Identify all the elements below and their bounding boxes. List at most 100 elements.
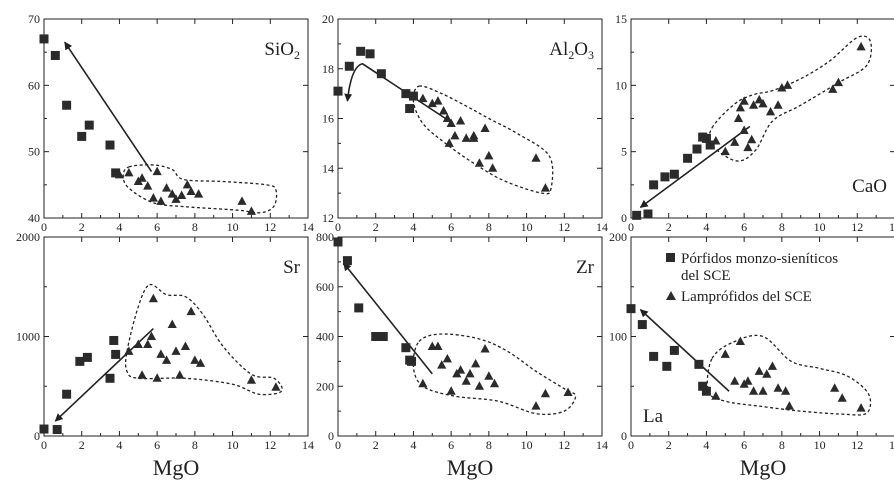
lamprofido-point [484, 371, 494, 380]
x-tick-label: 14 [302, 438, 314, 452]
panel-title: SiO2 [264, 39, 300, 62]
title-sub2: 3 [588, 48, 594, 62]
lamprofido-point [124, 346, 134, 355]
lamprofido-point [271, 382, 281, 391]
lamprofido-point [450, 130, 460, 140]
porfido-point [111, 168, 121, 178]
lamprofido-point [720, 349, 730, 358]
y-tick-label: 100 [609, 330, 627, 344]
lamprofido-point [765, 106, 776, 116]
porfido-point [62, 389, 72, 399]
y-tick-label: 0 [328, 429, 334, 443]
y-tick-label: 10 [615, 78, 627, 92]
porfido-point [405, 104, 415, 114]
lamprofido-point [782, 80, 793, 89]
lamprofido-point [175, 370, 185, 379]
lamprofido-point [194, 189, 204, 198]
x-tick-label: 4 [703, 220, 709, 234]
title-sub: 2 [294, 48, 300, 62]
lamprofido-point [152, 373, 162, 382]
porfido-point [82, 352, 92, 362]
trend-arrow [639, 309, 730, 392]
x-tick-label: 8 [486, 438, 492, 452]
legend-label: del SCE [681, 268, 731, 284]
x-tick-label: 6 [154, 438, 160, 452]
x-tick-label: 12 [264, 220, 276, 234]
y-tick-label: 800 [316, 230, 334, 244]
panel-title: Sr [283, 257, 301, 278]
lamprofido-point [446, 386, 456, 395]
x-tick-label: 6 [741, 220, 747, 234]
porfido-point [401, 343, 411, 353]
lamprophyre-field [412, 85, 554, 195]
y-tick-label: 15 [615, 12, 627, 26]
lamprofido-point [735, 336, 745, 345]
lamprofido-point [437, 360, 447, 369]
panel-3: 0 2 4 6 8 10 12 14 0 5 10 15 CaO [615, 12, 894, 234]
x-tick-label: 10 [814, 438, 826, 452]
x-tick-label: 6 [741, 438, 747, 452]
trend-arrow [344, 62, 446, 120]
porfido-point [632, 210, 642, 220]
x-tick-label: 0 [628, 438, 634, 452]
x-tick-label: 4 [410, 438, 416, 452]
lamprofido-point [563, 387, 573, 396]
x-tick-label: 14 [889, 220, 894, 234]
legend-triangle-marker [666, 291, 676, 300]
x-tick-label: 14 [302, 220, 314, 234]
lamprofido-point [461, 376, 471, 385]
lamprofido-point [777, 82, 787, 92]
x-tick-label: 8 [192, 220, 198, 234]
x-tick-label: 2 [373, 220, 379, 234]
lamprofido-point [720, 146, 730, 156]
y-tick-label: 20 [322, 12, 334, 26]
lamprofido-point [137, 370, 147, 379]
lamprofido-point [190, 355, 200, 364]
y-tick-label: 70 [28, 12, 40, 26]
x-tick-label: 0 [628, 220, 634, 234]
x-tick-label: 10 [521, 438, 533, 452]
porfido-point [701, 386, 711, 396]
porfido-point [643, 209, 653, 219]
x-tick-label: 0 [41, 438, 47, 452]
x-tick-label: 12 [558, 220, 570, 234]
lamprofido-point [474, 381, 485, 390]
lamprofido-point [133, 339, 143, 348]
x-axis-label: MgO [153, 455, 199, 480]
lamprofido-point [446, 118, 456, 127]
lamprofido-point [773, 100, 783, 109]
lamprophyre-field [124, 283, 283, 396]
lamprofido-point [156, 196, 166, 205]
lamprofido-point [146, 331, 157, 340]
lamprophyre-field [706, 334, 872, 416]
porfido-point [698, 381, 708, 391]
lamprofido-point [442, 113, 452, 122]
x-tick-label: 4 [410, 220, 416, 234]
trend-arrow [64, 41, 153, 173]
plot-frame [43, 236, 309, 437]
x-tick-label: 12 [264, 438, 276, 452]
lamprofido-point [739, 125, 749, 134]
panel-title: Zr [576, 257, 595, 278]
x-axis-label: MgO [447, 455, 493, 480]
lamprofido-point [195, 358, 206, 367]
lamprofido-point [830, 383, 840, 392]
x-tick-label: 0 [41, 220, 47, 234]
x-tick-label: 8 [486, 220, 492, 234]
title-sub: 2 [568, 48, 574, 62]
lamprofido-point [171, 194, 181, 203]
lamprofido-point [167, 319, 177, 329]
lamprofido-point [767, 361, 778, 370]
porfido-point [52, 425, 62, 435]
porfido-point [376, 69, 386, 79]
porfido-point [333, 237, 343, 247]
plot-frame [337, 18, 603, 219]
plot-frame [630, 18, 894, 219]
porfido-point [408, 91, 418, 101]
x-tick-label: 2 [79, 220, 85, 234]
x-tick-label: 10 [521, 220, 533, 234]
panel-5: 0 2 4 6 8 10 12 14 0 200 400 600 800 Zr MgO [316, 230, 608, 480]
porfido-point [649, 351, 659, 361]
lamprofido-point [237, 196, 247, 205]
lamprofido-point [856, 41, 866, 51]
